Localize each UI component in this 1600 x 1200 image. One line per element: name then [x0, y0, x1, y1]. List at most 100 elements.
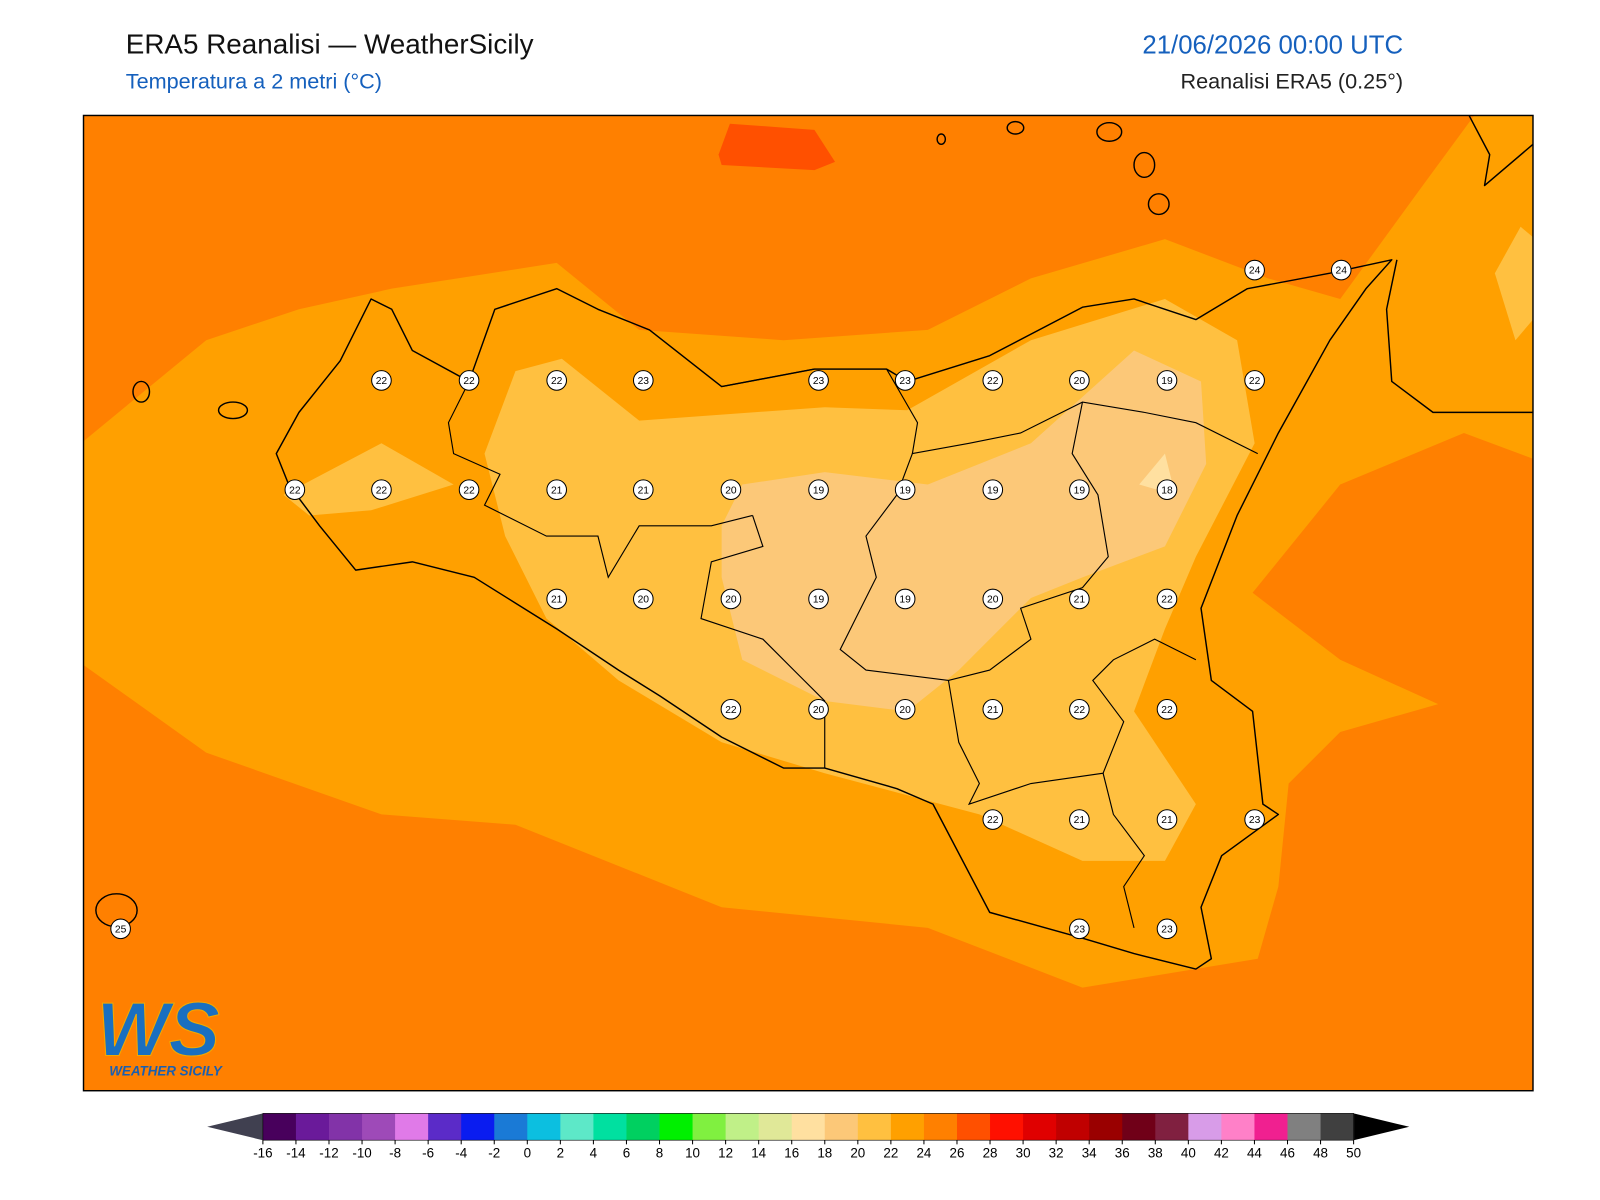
- colorbar-bin: [593, 1113, 627, 1141]
- station-value: 23: [899, 376, 911, 387]
- colorbar-tick-label: 46: [1280, 1146, 1295, 1161]
- island: [217, 401, 249, 420]
- station-value: 22: [1161, 595, 1173, 606]
- station-marker: [894, 588, 916, 610]
- colorbar-bin: [824, 1113, 859, 1141]
- colorbar-bin: [791, 1113, 826, 1141]
- station-marker: [808, 370, 829, 391]
- province-border: [839, 401, 1109, 681]
- colorbar-tick-label: -16: [253, 1146, 272, 1161]
- colorbar-tick-label: -6: [422, 1146, 434, 1161]
- colorbar-bin: [857, 1113, 892, 1141]
- colorbar-bin: [1188, 1113, 1222, 1141]
- station-value: 19: [1161, 376, 1173, 387]
- island: [936, 133, 947, 146]
- station-value: 23: [1161, 924, 1173, 935]
- island: [132, 380, 151, 403]
- station-marker: [808, 698, 829, 720]
- station-marker: [720, 698, 742, 720]
- colorbar-bin: [1320, 1113, 1355, 1141]
- station-marker: [1069, 479, 1090, 500]
- colorbar-tick-label: 2: [557, 1146, 564, 1161]
- station-marker: [110, 918, 131, 940]
- colorbar-tick-label: 28: [983, 1146, 998, 1161]
- station-value: 19: [899, 595, 911, 606]
- station-marker: [1156, 918, 1178, 940]
- colorbar-bin: [1221, 1113, 1255, 1141]
- station-value: 23: [638, 376, 650, 387]
- station-marker: [371, 370, 392, 391]
- station-value: 20: [725, 595, 737, 606]
- colorbar-tick-label: 34: [1082, 1146, 1097, 1161]
- colorbar-tick-label: -12: [319, 1146, 338, 1161]
- colorbar-under: [207, 1113, 263, 1141]
- station-value: 20: [725, 485, 737, 496]
- island: [1006, 120, 1025, 135]
- station-marker: [720, 479, 742, 500]
- colorbar-bin: [362, 1113, 396, 1141]
- title: ERA5 Reanalisi — WeatherSicily: [126, 29, 534, 60]
- colorbar-tick-label: 4: [590, 1146, 598, 1161]
- station-value: 22: [725, 705, 737, 716]
- source: Reanalisi ERA5 (0.25°): [1180, 69, 1403, 94]
- colorbar-tick-label: -8: [389, 1146, 401, 1161]
- colorbar-bin: [1023, 1113, 1057, 1141]
- colorbar-tick-label: 8: [656, 1146, 663, 1161]
- station-value: 18: [1161, 485, 1173, 496]
- station-value: 19: [813, 485, 825, 496]
- station-marker: [894, 479, 916, 500]
- station-marker: [1069, 809, 1090, 830]
- station-value: 22: [551, 376, 563, 387]
- station-marker: [982, 698, 1004, 720]
- station-marker: [808, 588, 829, 610]
- coastline: [1385, 259, 1533, 414]
- coastline: [1468, 115, 1533, 187]
- station-marker: [894, 370, 916, 391]
- station-marker: [458, 479, 480, 500]
- date: 21/06/2026 00:00 UTC: [1142, 32, 1403, 60]
- colorbar-tick-label: 50: [1346, 1146, 1361, 1161]
- station-marker: [1069, 698, 1090, 720]
- colorbar-tick-label: -2: [488, 1146, 500, 1161]
- station-marker: [982, 588, 1004, 610]
- station-marker: [1244, 809, 1265, 830]
- province-border: [700, 515, 826, 769]
- colorbar-bin: [428, 1113, 462, 1141]
- colorbar-bin: [990, 1113, 1024, 1141]
- island: [1096, 121, 1123, 142]
- colorbar-bin: [1287, 1113, 1322, 1141]
- station-marker: [982, 370, 1004, 391]
- colorbar-tick-label: 0: [524, 1146, 531, 1161]
- station-marker: [546, 588, 568, 610]
- station-value: 23: [1249, 815, 1261, 826]
- colorbar-tick-label: -14: [286, 1146, 306, 1161]
- station-marker: [632, 370, 654, 391]
- station-marker: [546, 370, 568, 391]
- colorbar-bin: [494, 1113, 528, 1141]
- station-value: 21: [1074, 815, 1086, 826]
- province-border: [1102, 773, 1146, 928]
- colorbar-bin: [1056, 1113, 1090, 1141]
- colorbar-bin: [1254, 1113, 1289, 1141]
- station-value: 21: [1074, 595, 1086, 606]
- station-marker: [1069, 918, 1090, 940]
- station-value: 22: [1161, 705, 1173, 716]
- station-value: 20: [899, 705, 911, 716]
- station-value: 21: [638, 485, 650, 496]
- colorbar-tick-label: 48: [1313, 1146, 1328, 1161]
- colorbar-bin: [659, 1113, 694, 1141]
- colorbar: -16 -14 -12 -10 -8 -6 -4 -2 0 2 4 6 8 10 12 14 16 18 20 22 2…: [207, 1113, 1410, 1161]
- colorbar-bin: [692, 1113, 727, 1141]
- station-marker: [632, 479, 654, 500]
- colorbar-tick-label: 10: [685, 1146, 700, 1161]
- subtitle: Temperatura a 2 metri (°C): [126, 69, 382, 94]
- station-value: 22: [289, 485, 301, 496]
- station-value: 19: [813, 595, 825, 606]
- colorbar-tick-label: 42: [1214, 1146, 1229, 1161]
- colorbar-bin: [956, 1113, 991, 1141]
- station-value: 22: [987, 376, 999, 387]
- station-marker: [894, 698, 916, 720]
- station-value: 22: [463, 485, 475, 496]
- colorbar-tick-label: 38: [1148, 1146, 1163, 1161]
